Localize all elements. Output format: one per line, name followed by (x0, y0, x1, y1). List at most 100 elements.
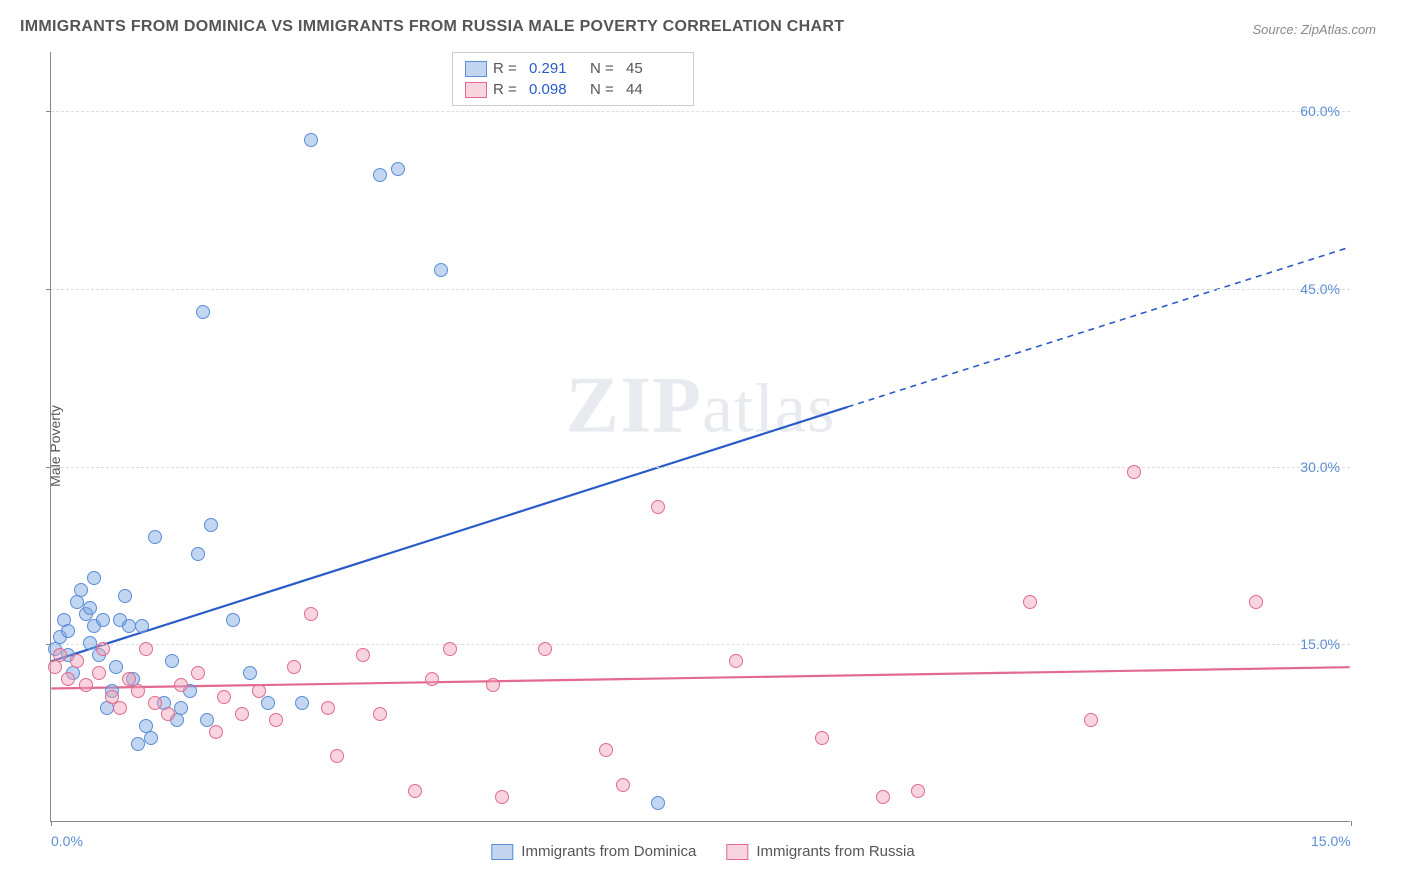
scatter-point (876, 790, 890, 804)
scatter-point (356, 648, 370, 662)
source-attribution: Source: ZipAtlas.com (1252, 22, 1376, 37)
scatter-point (109, 660, 123, 674)
scatter-point (74, 583, 88, 597)
scatter-point (83, 601, 97, 615)
scatter-point (79, 678, 93, 692)
scatter-point (495, 790, 509, 804)
scatter-point (599, 743, 613, 757)
scatter-point (174, 701, 188, 715)
scatter-point (261, 696, 275, 710)
gridline (51, 467, 1350, 468)
y-tick-label: 15.0% (1300, 636, 1340, 652)
scatter-point (287, 660, 301, 674)
scatter-point (96, 642, 110, 656)
scatter-point (113, 701, 127, 715)
scatter-point (373, 707, 387, 721)
legend-swatch (726, 844, 748, 860)
scatter-point (269, 713, 283, 727)
scatter-point (252, 684, 266, 698)
scatter-point (1127, 465, 1141, 479)
scatter-point (321, 701, 335, 715)
scatter-point (911, 784, 925, 798)
correlation-legend: R = 0.291 N = 45 R = 0.098 N = 44 (452, 52, 694, 106)
scatter-point (651, 500, 665, 514)
gridline (51, 289, 1350, 290)
scatter-point (87, 571, 101, 585)
scatter-point (651, 796, 665, 810)
scatter-point (148, 530, 162, 544)
scatter-point (443, 642, 457, 656)
trend-line-extrapolated (848, 247, 1350, 407)
plot-area: ZIPatlas 15.0%30.0%45.0%60.0%0.0%15.0% (50, 52, 1350, 822)
series-legend: Immigrants from Dominica Immigrants from … (491, 843, 914, 860)
scatter-point (131, 684, 145, 698)
scatter-point (304, 607, 318, 621)
scatter-point (135, 619, 149, 633)
scatter-point (122, 619, 136, 633)
scatter-point (391, 162, 405, 176)
x-tick-label: 15.0% (1311, 833, 1351, 849)
scatter-point (1084, 713, 1098, 727)
legend-row: R = 0.291 N = 45 (465, 58, 681, 79)
gridline (51, 111, 1350, 112)
scatter-point (408, 784, 422, 798)
scatter-point (729, 654, 743, 668)
scatter-point (209, 725, 223, 739)
chart-title: IMMIGRANTS FROM DOMINICA VS IMMIGRANTS F… (20, 18, 844, 36)
legend-n-value: 44 (626, 81, 681, 98)
legend-r-label: R = (493, 81, 523, 98)
scatter-point (174, 678, 188, 692)
scatter-point (165, 654, 179, 668)
legend-n-label: N = (590, 60, 620, 77)
x-tick-label: 0.0% (51, 833, 83, 849)
legend-r-value: 0.098 (529, 81, 584, 98)
scatter-point (148, 696, 162, 710)
legend-n-label: N = (590, 81, 620, 98)
legend-row: R = 0.098 N = 44 (465, 79, 681, 100)
scatter-point (616, 778, 630, 792)
scatter-point (118, 589, 132, 603)
scatter-point (434, 263, 448, 277)
scatter-point (204, 518, 218, 532)
legend-n-value: 45 (626, 60, 681, 77)
scatter-point (235, 707, 249, 721)
legend-label: Immigrants from Dominica (521, 843, 696, 860)
gridline (51, 644, 1350, 645)
legend-item: Immigrants from Dominica (491, 843, 696, 860)
scatter-point (425, 672, 439, 686)
scatter-point (161, 707, 175, 721)
scatter-point (538, 642, 552, 656)
y-tick-label: 45.0% (1300, 281, 1340, 297)
scatter-point (144, 731, 158, 745)
scatter-point (53, 648, 67, 662)
watermark: ZIPatlas (566, 360, 836, 451)
scatter-point (139, 642, 153, 656)
scatter-point (486, 678, 500, 692)
legend-r-label: R = (493, 60, 523, 77)
scatter-point (217, 690, 231, 704)
scatter-point (295, 696, 309, 710)
scatter-point (226, 613, 240, 627)
legend-swatch (465, 82, 487, 98)
scatter-point (191, 666, 205, 680)
scatter-point (61, 672, 75, 686)
scatter-point (96, 613, 110, 627)
trend-line (51, 407, 847, 661)
scatter-point (304, 133, 318, 147)
scatter-point (243, 666, 257, 680)
scatter-point (373, 168, 387, 182)
legend-swatch (491, 844, 513, 860)
y-tick-label: 30.0% (1300, 459, 1340, 475)
y-tick-label: 60.0% (1300, 103, 1340, 119)
scatter-point (196, 305, 210, 319)
legend-swatch (465, 61, 487, 77)
scatter-point (1023, 595, 1037, 609)
scatter-point (1249, 595, 1263, 609)
trend-lines-layer (51, 52, 1350, 821)
legend-r-value: 0.291 (529, 60, 584, 77)
legend-label: Immigrants from Russia (756, 843, 914, 860)
legend-item: Immigrants from Russia (726, 843, 914, 860)
scatter-point (815, 731, 829, 745)
scatter-point (330, 749, 344, 763)
scatter-point (191, 547, 205, 561)
